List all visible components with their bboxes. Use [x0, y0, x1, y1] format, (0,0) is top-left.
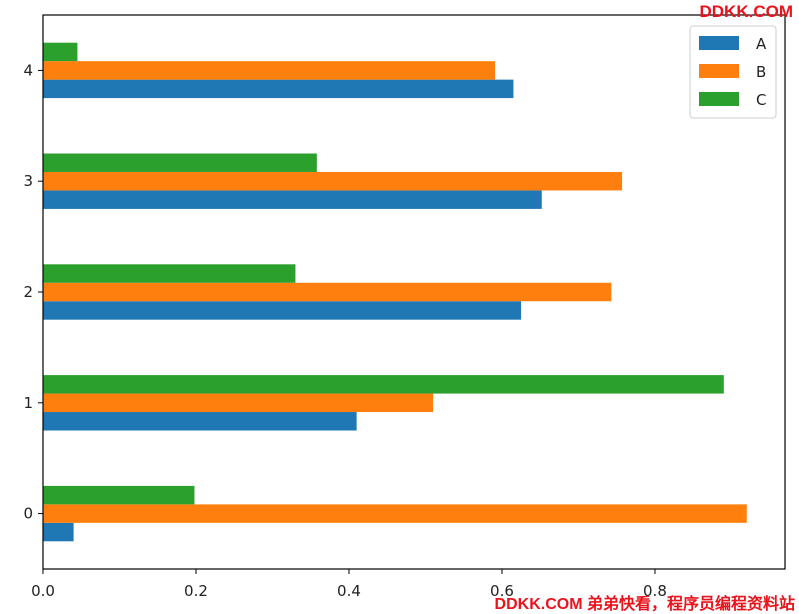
- bar-C-1: [43, 375, 724, 394]
- x-axis: 0.0 0.2 0.4 0.6 0.8: [31, 569, 667, 600]
- x-tick-label: 0.0: [31, 582, 55, 600]
- bars-group: [43, 42, 747, 542]
- legend-label-B: B: [756, 63, 766, 81]
- bar-B-1: [43, 393, 434, 413]
- bar-C-0: [43, 485, 195, 505]
- y-axis: 0 1 2 3 4: [23, 61, 43, 523]
- x-tick-label: 0.4: [337, 582, 361, 600]
- bar-C-4: [43, 42, 78, 62]
- y-tick-label: 2: [23, 283, 33, 301]
- bar-B-4: [43, 61, 496, 80]
- legend: ABC: [689, 25, 777, 119]
- bar-B-0: [43, 504, 747, 523]
- watermark-bottom: DDKK.COM 弟弟快看，程序员编程资料站: [494, 596, 795, 613]
- bar-B-3: [43, 171, 623, 191]
- bar-A-4: [43, 79, 514, 99]
- bar-A-0: [43, 522, 74, 542]
- bar-C-3: [43, 153, 317, 172]
- bar-B-2: [43, 282, 612, 302]
- bar-A-1: [43, 412, 357, 431]
- legend-swatch-A: [699, 36, 739, 50]
- y-tick-label: 1: [23, 394, 33, 412]
- bar-A-2: [43, 301, 522, 320]
- x-tick-label: 0.8: [643, 582, 667, 600]
- legend-swatch-B: [699, 64, 739, 78]
- bar-A-3: [43, 190, 542, 209]
- legend-label-A: A: [756, 35, 767, 53]
- y-tick-label: 3: [23, 172, 33, 190]
- x-tick-label: 0.6: [490, 582, 514, 600]
- legend-label-C: C: [756, 91, 766, 109]
- legend-swatch-C: [699, 92, 739, 106]
- y-tick-label: 4: [23, 61, 33, 79]
- y-tick-label: 0: [23, 505, 33, 523]
- bar-C-2: [43, 264, 296, 283]
- x-tick-label: 0.2: [184, 582, 208, 600]
- watermark-top: DDKK.COM: [699, 2, 794, 21]
